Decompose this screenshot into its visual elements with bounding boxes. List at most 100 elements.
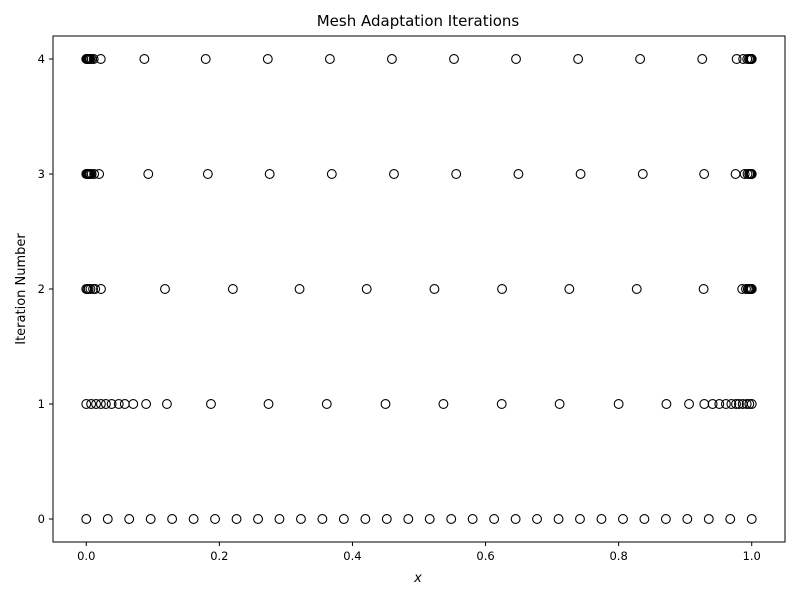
y-axis: 0 1 2 3 4 [38, 52, 53, 526]
data-point [635, 54, 646, 64]
data-point [698, 284, 709, 294]
data-point [160, 284, 170, 294]
data-point [231, 514, 242, 524]
data-point [554, 399, 565, 409]
data-point [88, 54, 99, 64]
data-point [596, 514, 607, 524]
data-point [532, 514, 542, 524]
data-point [202, 169, 213, 179]
data-point [631, 284, 642, 294]
chart-title: Mesh Adaptation Iterations [317, 12, 520, 30]
data-point [106, 399, 117, 409]
data-point [449, 54, 459, 64]
data-point [253, 514, 263, 524]
data-point [699, 169, 710, 179]
data-point [707, 399, 718, 409]
iteration-0-points [81, 514, 757, 524]
data-point [746, 54, 757, 64]
data-point [725, 514, 736, 524]
data-point [720, 399, 731, 409]
data-point [113, 399, 124, 409]
data-point [510, 514, 521, 524]
data-point [489, 514, 500, 524]
data-point [296, 514, 306, 524]
data-point [95, 399, 106, 409]
data-point [726, 399, 737, 409]
data-point [451, 169, 462, 179]
data-point [263, 399, 274, 409]
data-point [739, 169, 750, 179]
y-axis-label: Iteration Number [14, 233, 29, 345]
data-point [381, 514, 392, 524]
data-point [102, 514, 113, 524]
y-tick-label: 3 [38, 167, 45, 181]
data-point [613, 399, 624, 409]
y-tick-label: 0 [38, 512, 45, 526]
data-point [89, 169, 100, 179]
data-point [227, 284, 238, 294]
data-point [703, 514, 714, 524]
data-point [513, 169, 524, 179]
data-point [90, 284, 101, 294]
data-point [200, 54, 211, 64]
data-point [124, 514, 135, 524]
iteration-1-points [81, 399, 757, 409]
data-point [338, 514, 349, 524]
data-point [446, 514, 457, 524]
data-point [684, 399, 694, 409]
data-point [714, 399, 725, 409]
y-tick-label: 2 [38, 282, 45, 296]
data-point [361, 284, 372, 294]
data-point [618, 514, 628, 524]
data-point [438, 399, 449, 409]
data-point [206, 399, 216, 409]
data-point [86, 169, 97, 179]
plot-area [81, 54, 757, 524]
data-point [96, 284, 106, 294]
x-tick-label: 0.0 [77, 549, 95, 563]
x-tick-label: 0.2 [210, 549, 228, 563]
data-point [128, 399, 139, 409]
data-point [91, 399, 102, 409]
data-point [511, 54, 521, 64]
data-point [731, 399, 741, 409]
y-tick-label: 4 [38, 52, 45, 66]
data-point [639, 514, 650, 524]
data-point [682, 514, 693, 524]
data-point [360, 514, 371, 524]
data-point [86, 399, 97, 409]
data-point [746, 169, 757, 179]
data-point [324, 54, 335, 64]
data-point [741, 399, 752, 409]
data-point [380, 399, 391, 409]
data-point [94, 169, 105, 179]
iteration-3-points [81, 169, 757, 179]
data-point [317, 514, 328, 524]
data-point [210, 514, 220, 524]
data-point [95, 54, 106, 64]
data-point [100, 399, 111, 409]
data-point [264, 169, 275, 179]
data-point [733, 399, 744, 409]
data-point [141, 399, 152, 409]
data-point [731, 54, 742, 64]
x-tick-label: 1.0 [743, 549, 761, 563]
data-point [467, 514, 478, 524]
data-point [730, 169, 741, 179]
data-point [429, 284, 440, 294]
x-tick-label: 0.6 [476, 549, 494, 563]
data-point [661, 399, 672, 409]
data-point [637, 169, 648, 179]
data-point [424, 514, 435, 524]
data-point [497, 284, 507, 294]
data-point [326, 169, 337, 179]
data-point [660, 514, 671, 524]
data-point [81, 514, 92, 524]
plot-frame [52, 35, 786, 543]
data-point [386, 54, 397, 64]
data-point [699, 399, 710, 409]
data-point [575, 514, 585, 524]
data-point [81, 399, 92, 409]
data-point [496, 399, 507, 409]
